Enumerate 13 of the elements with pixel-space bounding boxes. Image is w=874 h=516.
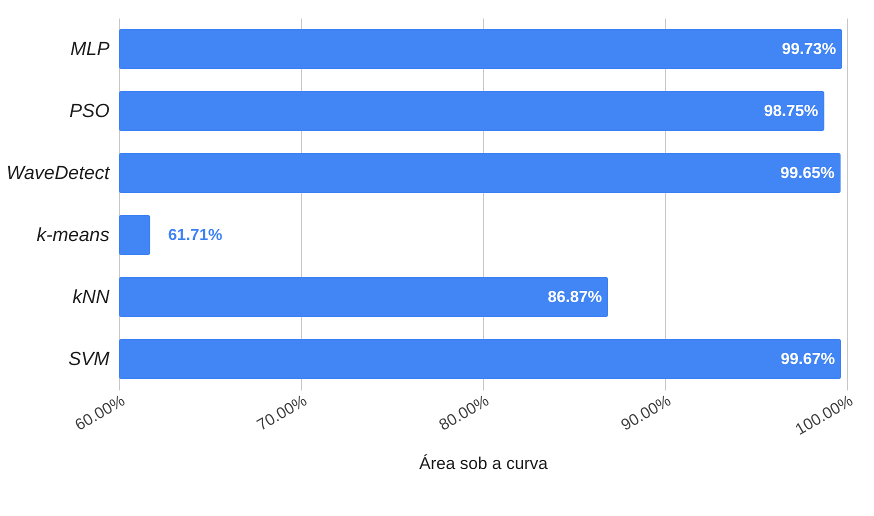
data-label: 99.67% <box>780 351 835 368</box>
data-label: 99.73% <box>782 41 836 58</box>
y-tick-label: k-means <box>36 225 110 246</box>
data-label: 61.71% <box>168 227 222 244</box>
y-tick-label: PSO <box>69 101 110 122</box>
y-tick-label: SVM <box>68 349 110 370</box>
y-tick-label: WaveDetect <box>6 163 110 184</box>
data-label: 98.75% <box>764 103 818 120</box>
y-tick-label: MLP <box>70 39 110 60</box>
data-label: 86.87% <box>548 289 602 306</box>
y-tick-label: kNN <box>72 287 110 308</box>
x-axis-title: Área sob a curva <box>419 454 548 473</box>
data-label: 99.65% <box>780 165 835 182</box>
